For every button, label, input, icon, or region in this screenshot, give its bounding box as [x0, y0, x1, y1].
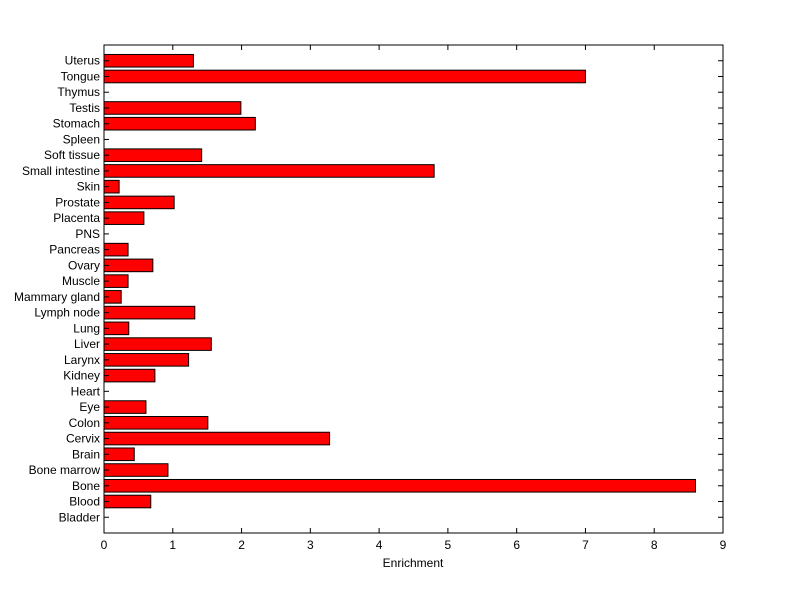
x-ticks-group: 0 1 2 3 4 5 6 7 8 9 — [101, 45, 727, 552]
y-tick-label: Bladder — [59, 510, 100, 524]
y-tick-label: Heart — [71, 384, 101, 398]
y-tick-label: Prostate — [55, 195, 100, 209]
y-tick-label: Bone — [72, 479, 100, 493]
y-tick-label: Muscle — [62, 274, 100, 288]
y-tick-label: Cervix — [66, 432, 100, 446]
x-tick-label: 0 — [101, 538, 108, 552]
bar-larynx — [103, 353, 190, 367]
bars-group — [103, 53, 696, 509]
x-tick-label: 4 — [376, 538, 383, 552]
x-tick-label: 1 — [169, 538, 176, 552]
y-tick-label: Testis — [69, 101, 100, 115]
bar-prostate — [103, 195, 175, 210]
y-tick-label: Larynx — [64, 353, 100, 367]
bar-testis — [103, 101, 242, 115]
plot-frame — [103, 44, 724, 534]
bar-soft-tissue — [103, 148, 203, 162]
y-tick-label: Small intestine — [22, 164, 100, 178]
bar-lymph-node — [103, 305, 196, 320]
y-tick-label: Mammary gland — [14, 290, 100, 304]
y-tick-label: Brain — [72, 447, 100, 461]
y-tick-label: Eye — [79, 400, 100, 414]
bar-kidney — [103, 368, 156, 383]
bar-uterus — [103, 53, 194, 68]
y-tick-label: Colon — [69, 416, 100, 430]
y-tick-label: Bone marrow — [29, 463, 101, 477]
y-tick-label: Tongue — [61, 69, 101, 83]
y-tick-label: Ovary — [68, 258, 100, 272]
bar-blood — [103, 494, 152, 509]
bar-cervix — [103, 431, 331, 446]
x-tick-label: 5 — [445, 538, 452, 552]
y-tick-label: Pancreas — [49, 243, 100, 257]
y-tick-label: Spleen — [63, 132, 100, 146]
x-tick-label: 6 — [513, 538, 520, 552]
bar-eye — [103, 400, 147, 414]
y-tick-label: Kidney — [63, 369, 100, 383]
x-tick-label: 2 — [238, 538, 245, 552]
bar-placenta — [103, 211, 145, 225]
bar-ovary — [103, 258, 154, 273]
x-tick-label: 3 — [307, 538, 314, 552]
y-tick-label: Thymus — [57, 85, 100, 99]
bar-tongue — [103, 69, 586, 84]
x-tick-label: 7 — [582, 538, 589, 552]
x-tick-label: 9 — [720, 538, 727, 552]
y-tick-label: Blood — [69, 495, 100, 509]
x-axis-label: Enrichment — [383, 556, 444, 570]
y-tick-label: Skin — [77, 180, 100, 194]
y-tick-label: Liver — [74, 337, 100, 351]
y-tick-label: Lung — [73, 321, 100, 335]
x-tick-label: 8 — [651, 538, 658, 552]
bar-bone-marrow — [103, 463, 169, 477]
y-tick-label: Stomach — [53, 117, 100, 131]
bar-colon — [103, 416, 209, 430]
y-tick-label: PNS — [75, 227, 100, 241]
y-tick-label: Uterus — [65, 54, 100, 68]
y-tick-label: Soft tissue — [44, 148, 100, 162]
bar-bone — [103, 478, 696, 493]
bar-stomach — [103, 116, 256, 131]
y-tick-label: Placenta — [53, 211, 100, 225]
y-tick-label: Lymph node — [34, 306, 100, 320]
bar-small-intestine — [103, 164, 435, 178]
bar-liver — [103, 337, 212, 351]
